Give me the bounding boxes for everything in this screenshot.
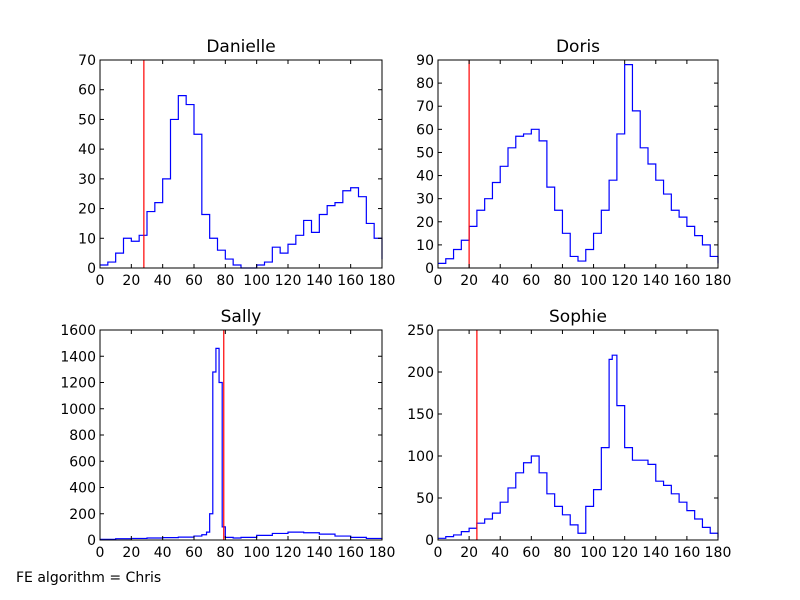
x-tick-label: 120 xyxy=(611,545,638,561)
y-tick-label: 60 xyxy=(78,83,96,99)
x-tick-label: 80 xyxy=(554,545,572,561)
axes-frame xyxy=(99,329,383,541)
subplot-sally: Sally 0 20 40 60 80 100 120 140 160 180 0 200 400 600 8… xyxy=(60,307,395,561)
y-tick-label: 150 xyxy=(407,407,434,423)
chart-title: Doris xyxy=(556,37,600,57)
y-tick-label: 1200 xyxy=(60,376,96,392)
series-line xyxy=(438,354,719,539)
y-tick-label: 20 xyxy=(78,202,96,218)
x-tick-label: 160 xyxy=(337,545,364,561)
x-tick-label: 20 xyxy=(122,545,140,561)
y-tick-label: 40 xyxy=(78,142,96,158)
y-tick-label: 200 xyxy=(407,365,434,381)
y-tick-label: 600 xyxy=(69,454,96,470)
x-tick-label: 20 xyxy=(460,545,478,561)
y-tick-label: 70 xyxy=(78,53,96,69)
axes-frame xyxy=(99,59,383,269)
x-tick-label: 100 xyxy=(580,273,607,289)
x-tick-label: 100 xyxy=(580,545,607,561)
x-tick-label: 140 xyxy=(306,273,333,289)
x-tick-label: 120 xyxy=(611,273,638,289)
x-tick-label: 60 xyxy=(185,273,203,289)
subplot-doris: Doris 0 20 40 60 80 100 120 140 160 180 0 10 20 30 40 50… xyxy=(416,37,731,289)
x-tick-label: 20 xyxy=(460,273,478,289)
x-tick-label: 60 xyxy=(522,273,540,289)
subplot-danielle: Danielle 0 20 40 60 80 100 120 140 160 180 0 10 20 30 4… xyxy=(78,37,395,289)
x-tick-label: 20 xyxy=(122,273,140,289)
x-tick-label: 160 xyxy=(674,273,701,289)
x-tick-label: 80 xyxy=(554,273,572,289)
y-tick-label: 70 xyxy=(416,99,434,115)
y-tick-label: 40 xyxy=(416,169,434,185)
axes-frame xyxy=(437,59,719,269)
y-tick-label: 200 xyxy=(69,507,96,523)
x-tick-label: 140 xyxy=(642,273,669,289)
axes-frame xyxy=(437,329,719,541)
y-tick-label: 0 xyxy=(425,261,434,277)
x-tick-label: 120 xyxy=(275,273,302,289)
y-tick-label: 60 xyxy=(416,122,434,138)
x-tick-label: 140 xyxy=(306,545,333,561)
footer-caption: FE algorithm = Chris xyxy=(16,570,162,586)
y-tick-label: 0 xyxy=(87,533,96,549)
x-tick-label: 120 xyxy=(275,545,302,561)
y-tick-label: 50 xyxy=(416,491,434,507)
x-tick-label: 60 xyxy=(522,545,540,561)
x-tick-label: 80 xyxy=(216,545,234,561)
y-tick-label: 20 xyxy=(416,215,434,231)
x-tick-label: 0 xyxy=(434,545,443,561)
y-tick-label: 50 xyxy=(416,145,434,161)
y-tick-label: 1600 xyxy=(60,323,96,339)
x-tick-label: 100 xyxy=(243,273,270,289)
y-tick-label: 0 xyxy=(425,533,434,549)
x-tick-label: 40 xyxy=(491,545,509,561)
x-tick-label: 180 xyxy=(369,545,396,561)
chart-title: Sally xyxy=(221,307,262,327)
y-tick-label: 30 xyxy=(416,192,434,208)
x-tick-label: 140 xyxy=(642,545,669,561)
x-tick-label: 0 xyxy=(96,545,105,561)
x-tick-label: 0 xyxy=(96,273,105,289)
series-line xyxy=(100,347,383,540)
x-tick-label: 40 xyxy=(154,273,172,289)
series-line xyxy=(438,64,719,264)
y-tick-label: 1000 xyxy=(60,402,96,418)
y-tick-label: 800 xyxy=(69,428,96,444)
x-tick-label: 180 xyxy=(705,273,732,289)
y-tick-label: 30 xyxy=(78,172,96,188)
y-tick-label: 100 xyxy=(407,449,434,465)
x-tick-label: 180 xyxy=(369,273,396,289)
x-tick-label: 180 xyxy=(705,545,732,561)
y-tick-label: 10 xyxy=(78,231,96,247)
x-tick-label: 0 xyxy=(434,273,443,289)
series-line xyxy=(100,95,383,269)
x-tick-label: 100 xyxy=(243,545,270,561)
y-tick-label: 90 xyxy=(416,53,434,69)
y-tick-label: 250 xyxy=(407,323,434,339)
y-tick-label: 80 xyxy=(416,76,434,92)
x-tick-label: 80 xyxy=(216,273,234,289)
y-tick-label: 1400 xyxy=(60,349,96,365)
x-tick-label: 160 xyxy=(674,545,701,561)
y-tick-label: 400 xyxy=(69,481,96,497)
chart-title: Danielle xyxy=(206,37,275,57)
x-tick-label: 160 xyxy=(337,273,364,289)
x-tick-label: 40 xyxy=(154,545,172,561)
y-tick-label: 10 xyxy=(416,238,434,254)
x-tick-label: 40 xyxy=(491,273,509,289)
x-tick-label: 60 xyxy=(185,545,203,561)
chart-title: Sophie xyxy=(549,307,607,327)
y-tick-label: 50 xyxy=(78,112,96,128)
y-tick-label: 0 xyxy=(87,261,96,277)
